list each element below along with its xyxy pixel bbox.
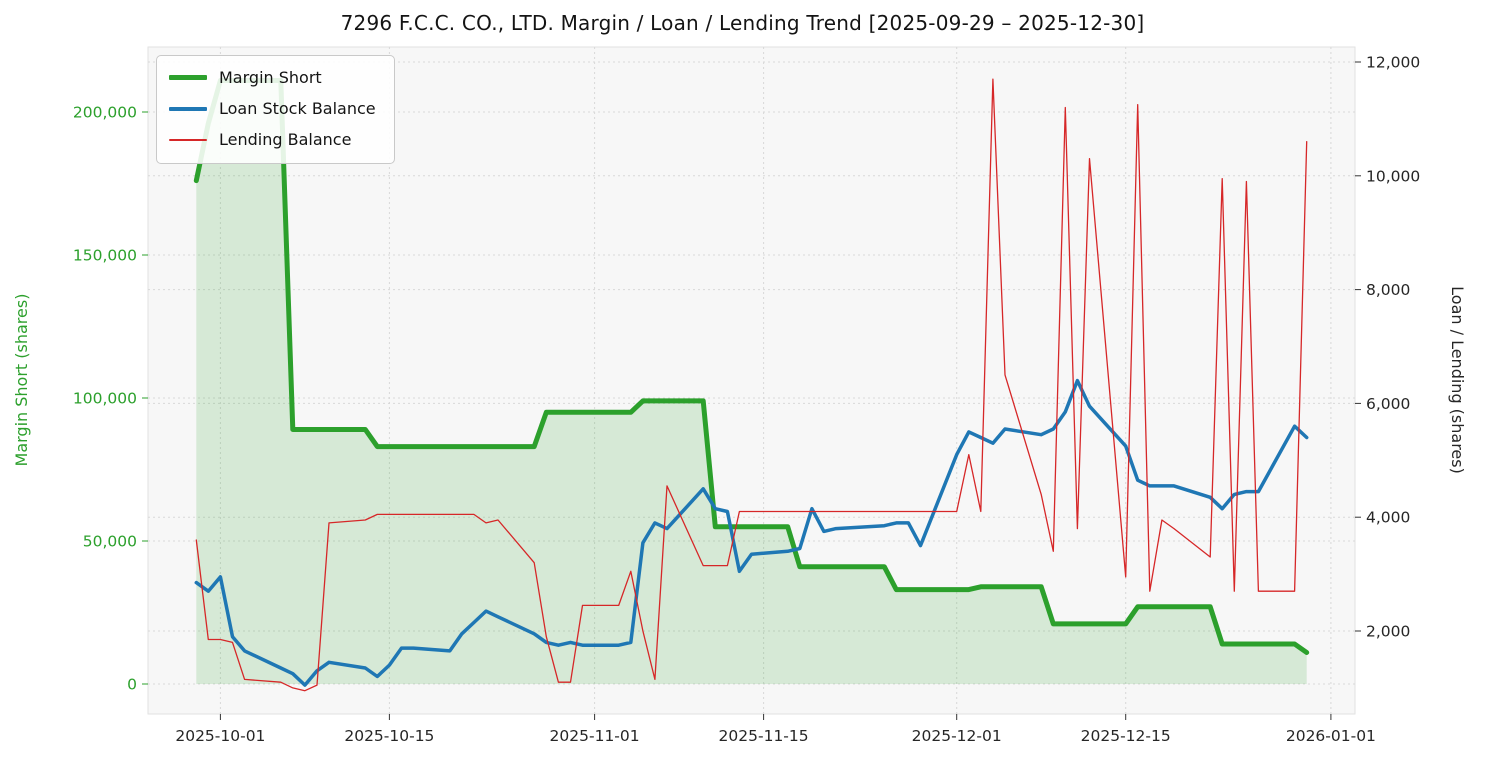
left-tick-label: 150,000 xyxy=(73,247,137,265)
x-tick-label: 2025-10-15 xyxy=(344,727,434,745)
right-tick-label: 12,000 xyxy=(1366,54,1420,72)
x-tick-label: 2025-11-15 xyxy=(719,727,809,745)
x-tick-label: 2025-10-01 xyxy=(175,727,265,745)
legend-label-loan-stock-balance: Loan Stock Balance xyxy=(219,99,376,118)
left-tick-label: 50,000 xyxy=(83,533,137,551)
margin-short-line-swatch xyxy=(169,75,207,80)
left-tick-label: 100,000 xyxy=(73,390,137,408)
x-tick-label: 2025-11-01 xyxy=(550,727,640,745)
right-tick-label: 2,000 xyxy=(1366,623,1410,641)
lending-balance-line xyxy=(195,78,1308,692)
left-tick-label: 200,000 xyxy=(73,104,137,122)
right-tick-label: 6,000 xyxy=(1366,395,1410,413)
left-axis-label: Margin Short (shares) xyxy=(12,293,31,467)
x-tick-label: 2025-12-01 xyxy=(912,727,1002,745)
chart-title: 7296 F.C.C. CO., LTD. Margin / Loan / Le… xyxy=(340,11,1145,35)
legend-label-margin-short: Margin Short xyxy=(219,68,322,87)
x-tick-label: 2025-12-15 xyxy=(1081,727,1171,745)
left-tick-label: 0 xyxy=(127,676,137,694)
right-tick-label: 8,000 xyxy=(1366,281,1410,299)
legend-label-lending-balance: Lending Balance xyxy=(219,130,352,149)
x-tick-label: 2026-01-01 xyxy=(1286,727,1376,745)
legend: Margin Short Loan Stock Balance Lending … xyxy=(156,55,395,164)
legend-item-margin-short: Margin Short xyxy=(169,67,376,88)
right-axis-label: Loan / Lending (shares) xyxy=(1448,286,1467,474)
lending-balance-line-swatch xyxy=(169,138,207,141)
loan-stock-balance-line-swatch xyxy=(169,106,207,111)
right-tick-label: 4,000 xyxy=(1366,509,1410,527)
legend-item-loan-stock-balance: Loan Stock Balance xyxy=(169,98,376,119)
margin-short-line xyxy=(193,78,1310,655)
margin-short-area xyxy=(196,80,1307,684)
legend-item-lending-balance: Lending Balance xyxy=(169,129,376,150)
right-tick-label: 10,000 xyxy=(1366,167,1420,185)
